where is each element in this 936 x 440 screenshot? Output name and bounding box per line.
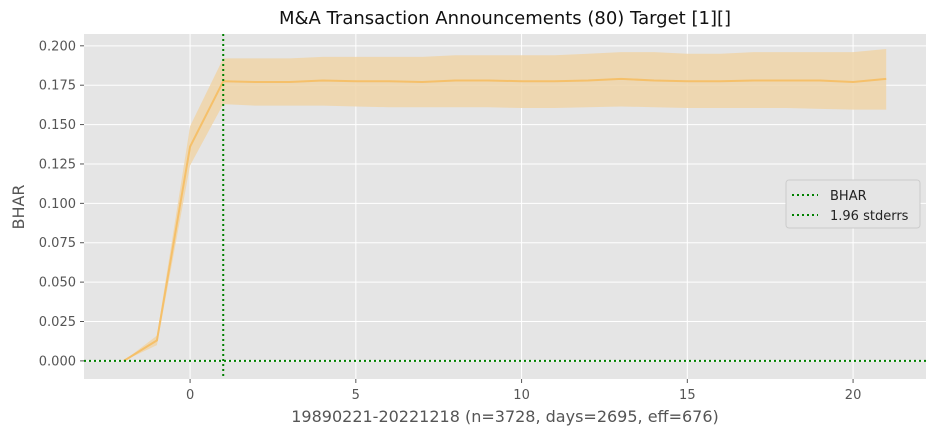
x-tick-label: 15 (679, 388, 696, 403)
x-tick-label: 5 (352, 388, 360, 403)
chart-title: M&A Transaction Announcements (80) Targe… (279, 8, 731, 29)
legend-box (785, 179, 921, 229)
y-tick-label: 0.000 (39, 354, 76, 369)
y-axis-label: BHAR (9, 184, 28, 229)
x-ticks: 0 5 10 15 20 (186, 379, 861, 403)
y-tick-label: 0.025 (39, 315, 76, 330)
reference-lines (84, 34, 926, 379)
y-tick-label: 0.050 (39, 276, 76, 291)
y-tick-label: 0.150 (39, 118, 76, 133)
y-ticks: 0.000 0.025 0.050 0.075 0.100 0.125 0.150 0.175… (39, 39, 84, 369)
legend-label-bhar: BHAR (830, 189, 867, 204)
bhar-line (123, 77, 887, 362)
y-tick-label: 0.075 (39, 236, 76, 251)
y-tick-label: 0.200 (39, 39, 76, 54)
y-tick-label: 0.125 (39, 157, 76, 172)
x-tick-label: 0 (186, 388, 194, 403)
legend: BHAR 1.96 stderrs (785, 179, 921, 229)
y-tick-label: 0.175 (39, 79, 76, 94)
x-axis-label: 19890221-20221218 (n=3728, days=2695, ef… (291, 407, 719, 426)
legend-label-stderrs: 1.96 stderrs (830, 209, 909, 224)
y-tick-label: 0.100 (39, 197, 76, 212)
x-tick-label: 10 (513, 388, 530, 403)
line-layer (123, 77, 887, 362)
x-tick-label: 20 (845, 388, 862, 403)
